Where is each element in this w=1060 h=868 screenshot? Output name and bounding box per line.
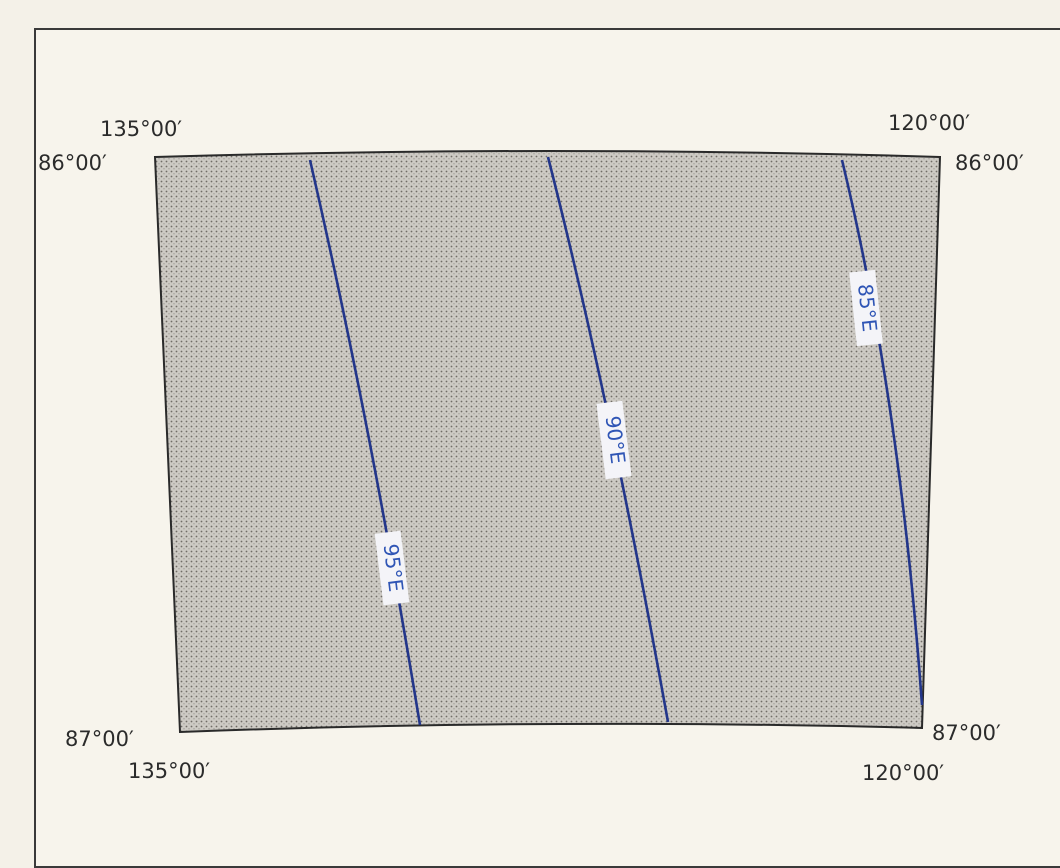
top-right-lon-label: 120°00′ [888, 111, 970, 135]
meridian-label-90-text: 90°E [601, 414, 631, 465]
bottom-right-lon-label: 120°00′ [862, 761, 944, 785]
meridian-label-85-text: 85°E [853, 283, 882, 333]
bottom-right-lat-label: 87°00′ [932, 721, 1001, 745]
meridian-line-85 [840, 159, 924, 706]
top-left-lon-label: 135°00′ [100, 117, 182, 141]
map-canvas: 95°E 90°E 85°E 135°00′ 86°00′ 120°00′ 86… [38, 111, 1024, 785]
meridian-label-90-bg [596, 400, 632, 480]
map-area [153, 150, 942, 734]
meridian-label-90: 90°E [596, 400, 632, 480]
top-left-lat-label: 86°00′ [38, 151, 107, 175]
bottom-left-lat-label: 87°00′ [65, 727, 134, 751]
bottom-left-lon-label: 135°00′ [128, 759, 210, 783]
meridian-label-85: 85°E [849, 269, 883, 347]
meridian-label-95-text: 95°E [379, 542, 409, 593]
meridian-label-95: 95°E [374, 530, 410, 606]
top-right-lat-label: 86°00′ [955, 151, 1024, 175]
meridian-label-85-bg [849, 269, 883, 347]
meridian-label-95-bg [374, 530, 410, 606]
meridian-line-95 [308, 159, 422, 726]
